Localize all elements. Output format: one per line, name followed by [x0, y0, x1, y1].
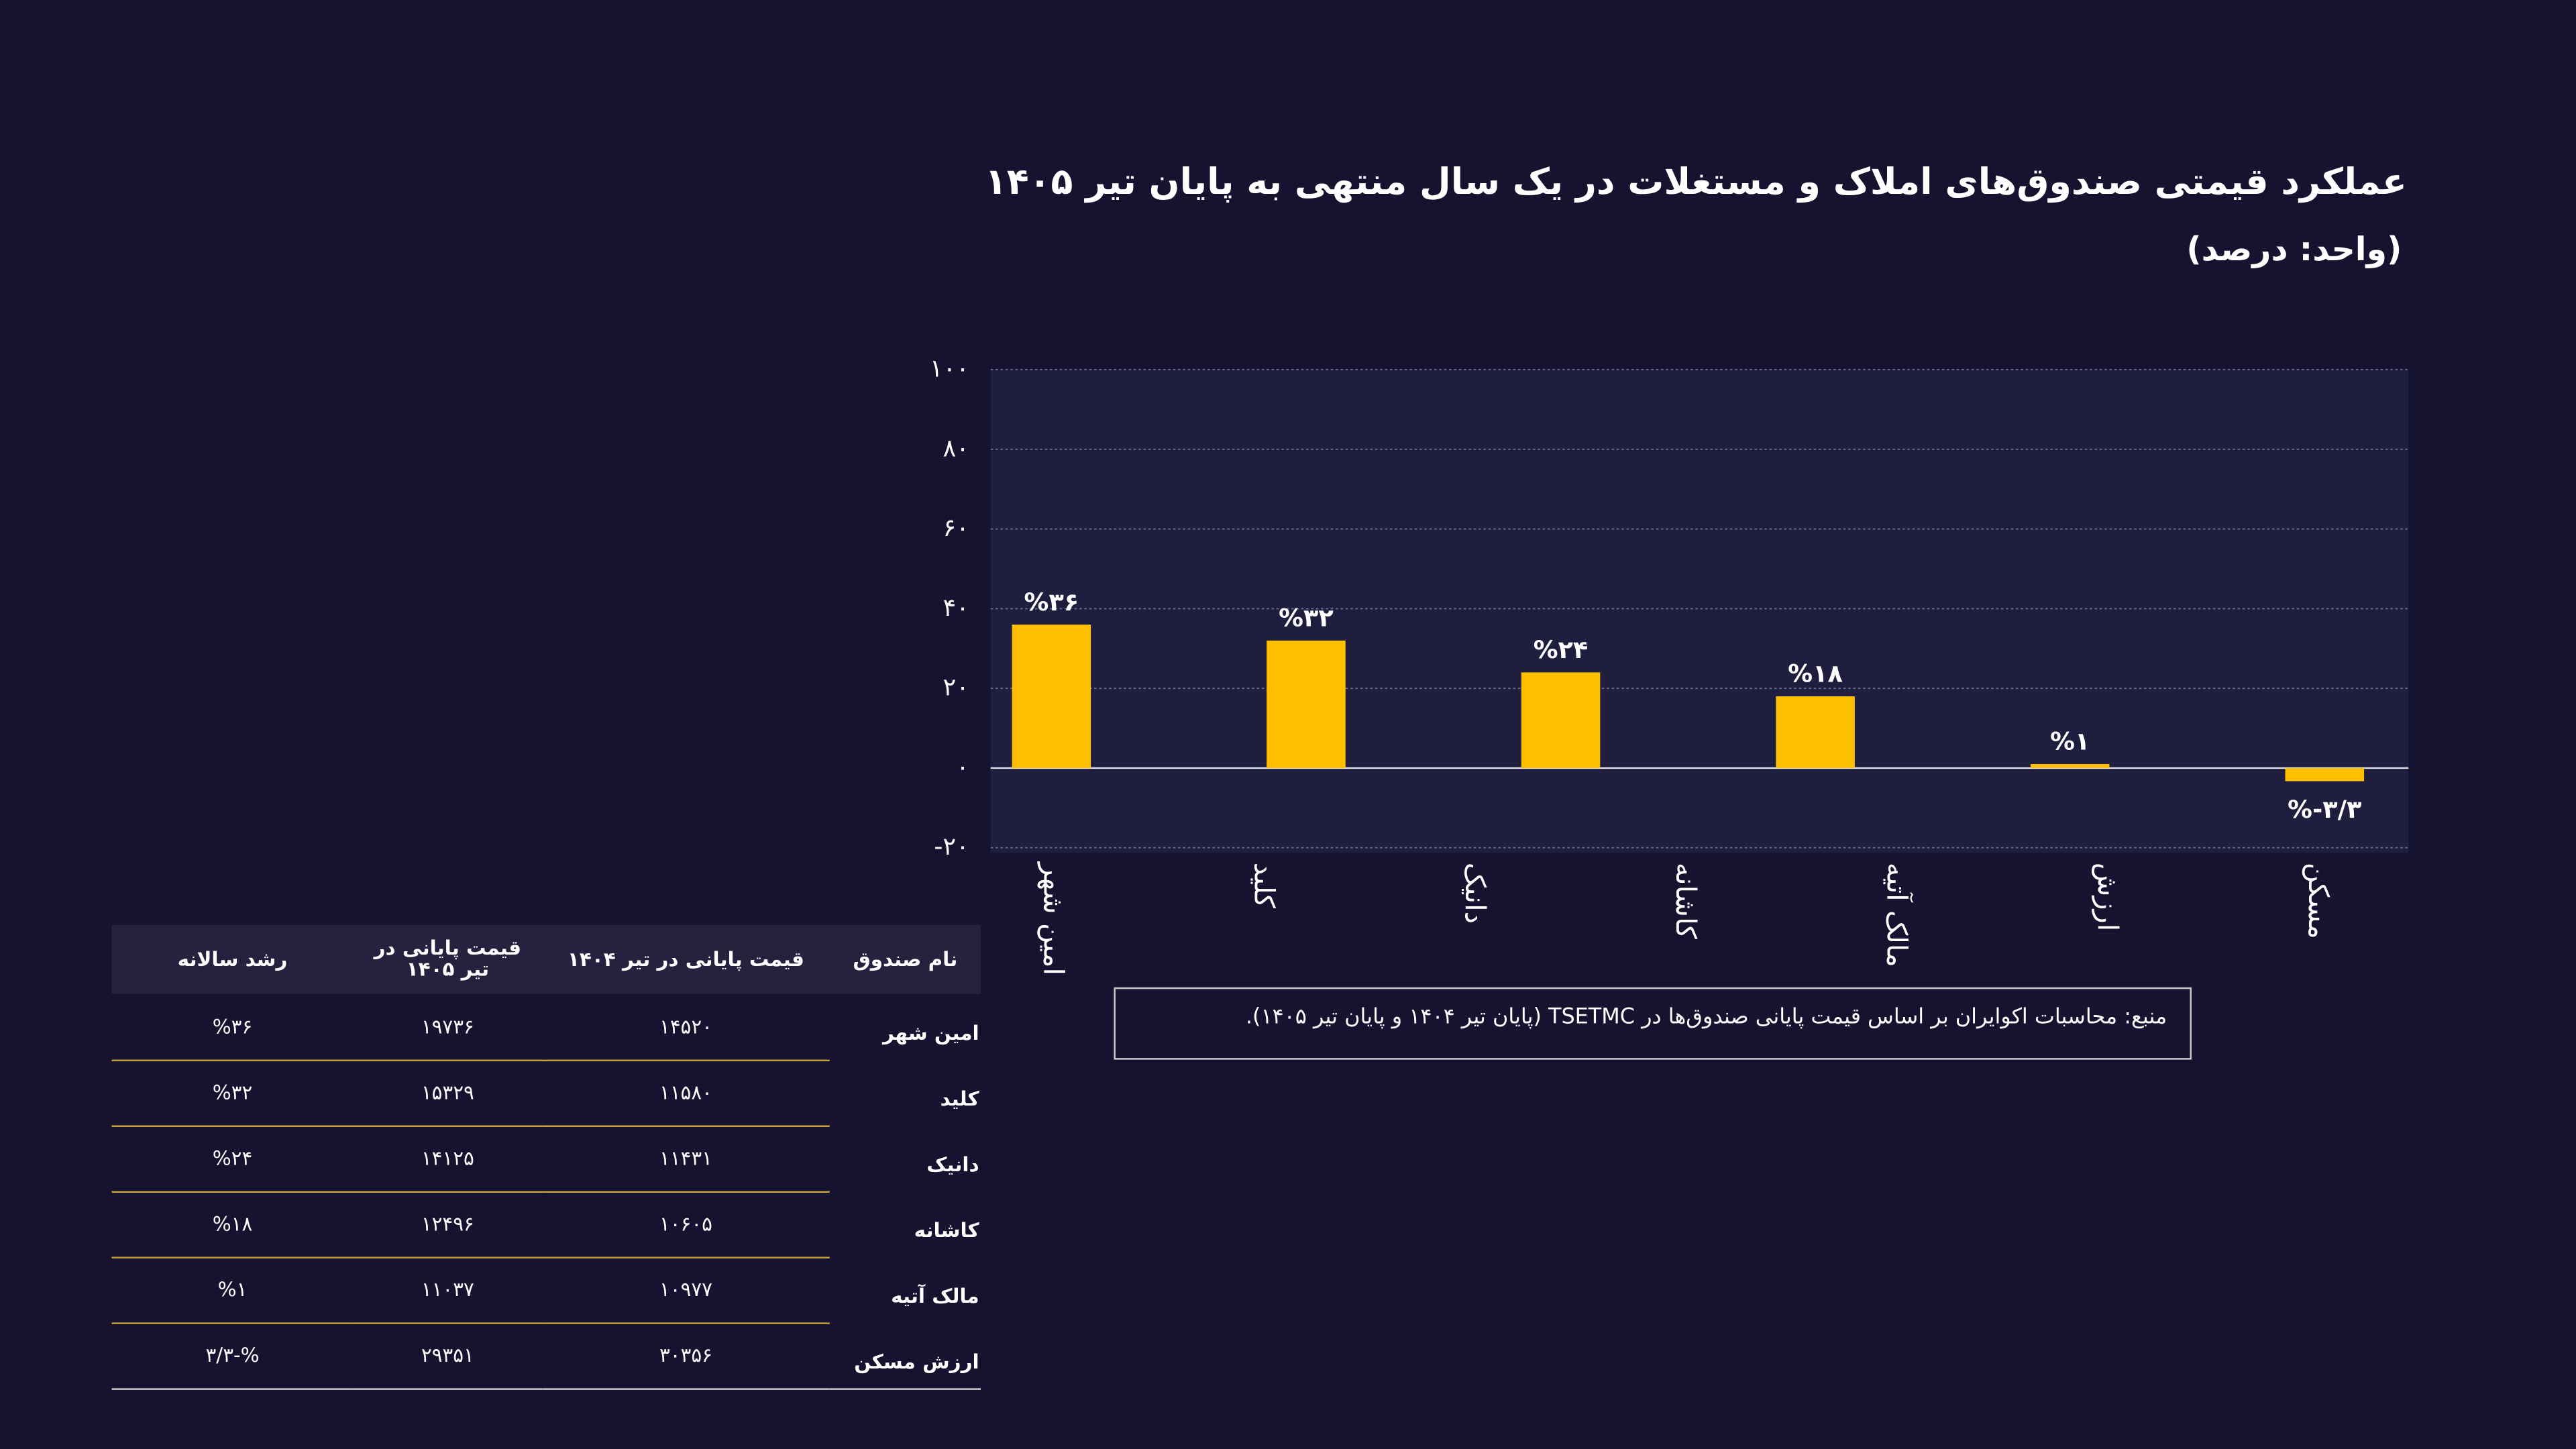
table-cell: ۱۲۴۹۶: [353, 1191, 543, 1258]
x-tick-label: امین شهر: [1037, 861, 1070, 975]
table-cell: ۱۱۵۸۰: [542, 1059, 830, 1126]
table-cell: ۳۰۳۵۶: [542, 1322, 830, 1390]
bar: [2285, 767, 2365, 782]
header-cell: قیمت پایانی در تیر ۱۴۰۴: [542, 924, 830, 994]
bar: [2030, 763, 2110, 768]
value-label: %۳۶: [1024, 588, 1079, 616]
fund-name: کلید: [940, 1087, 979, 1110]
fund-name: دانیک: [926, 1152, 979, 1176]
y-tick-label: ۲۰: [943, 673, 969, 702]
table-row: ارزش مسکن ۳۰۳۵۶ ۲۹۳۵۱ %-۳/۳: [111, 1322, 981, 1390]
chart-subtitle: (واحد: درصد): [2186, 230, 2402, 269]
value-label: %۳۲: [1279, 604, 1334, 633]
x-tick-label: ارزش: [2092, 863, 2125, 932]
table-cell: %۳۶: [111, 994, 354, 1061]
table-row: امین شهر ۱۴۵۲۰ ۱۹۷۳۶ %۳۶: [111, 994, 981, 1061]
table-cell: %۳۲: [111, 1059, 354, 1126]
fund-name: کاشانه: [914, 1218, 979, 1242]
y-tick-label: ۰: [956, 752, 969, 781]
table-cell: ۱۱۴۳۱: [542, 1125, 830, 1192]
table-row: کلید ۱۱۵۸۰ ۱۵۳۲۹ %۳۲: [111, 1059, 981, 1126]
source-note: منبع: محاسبات اکوایران بر اساس قیمت پایا…: [1114, 987, 2192, 1060]
table-cell: ۱۱۰۳۷: [353, 1256, 543, 1324]
bar: [1521, 672, 1601, 768]
table-row: کاشانه ۱۰۶۰۵ ۱۲۴۹۶ %۱۸: [111, 1191, 981, 1258]
x-tick-label: کلید: [1248, 863, 1281, 908]
table-cell: ۱۰۹۷۷: [542, 1256, 830, 1324]
table-cell: ۱۰۶۰۵: [542, 1191, 830, 1258]
table-cell: %۲۴: [111, 1125, 354, 1192]
value-label: %۱: [2050, 727, 2090, 756]
fund-name: ارزش مسکن: [829, 1322, 981, 1390]
data-table: نام صندوق قیمت پایانی در تیر ۱۴۰۴ قیمت پای…: [111, 924, 981, 1390]
header-cell: قیمت پایانی در تیر ۱۴۰۵: [353, 924, 543, 994]
fund-name: امین شهر: [883, 1021, 979, 1044]
table-cell: ۱۹۷۳۶: [353, 994, 543, 1061]
table-cell: %۱: [111, 1256, 354, 1324]
table-cell: ۱۴۵۲۰: [542, 994, 830, 1061]
table-cell: ۲۹۳۵۱: [353, 1322, 543, 1390]
header-cell: رشد سالانه: [111, 924, 354, 994]
plot-area: [990, 370, 2409, 853]
x-tick-label: دانیک: [1459, 863, 1492, 924]
table-cell: %۱۸: [111, 1191, 354, 1258]
fund-name: مالک آتیه: [891, 1283, 979, 1307]
x-tick-label: مسکن: [2302, 863, 2335, 939]
bar: [1012, 625, 1091, 768]
value-label: %۱۸: [1788, 659, 1843, 688]
table-row: دانیک ۱۱۴۳۱ ۱۴۱۲۵ %۲۴: [111, 1125, 981, 1192]
value-label: %-۳/۳: [2288, 795, 2361, 824]
y-tick-label: ۱۰۰: [930, 354, 969, 383]
y-tick-label: -۲۰: [934, 832, 969, 861]
table-cell: ۱۴۱۲۵: [353, 1125, 543, 1192]
y-tick-label: ۶۰: [943, 513, 969, 542]
table-cell: %-۳/۳: [111, 1322, 354, 1390]
header-cell: نام صندوق: [829, 924, 981, 994]
bar: [1776, 696, 1855, 768]
y-tick-label: ۴۰: [943, 593, 969, 622]
table-row: مالک آتیه ۱۰۹۷۷ ۱۱۰۳۷ %۱: [111, 1256, 981, 1324]
table-header: نام صندوق قیمت پایانی در تیر ۱۴۰۴ قیمت پای…: [111, 924, 981, 994]
table-cell: ۱۵۳۲۹: [353, 1059, 543, 1126]
bar: [1267, 640, 1346, 768]
x-tick-label: کاشانه: [1670, 863, 1703, 939]
x-tick-label: مالک آتیه: [1880, 863, 1913, 967]
y-tick-label: ۸۰: [943, 433, 969, 462]
value-label: %۲۴: [1534, 635, 1589, 664]
chart-title: عملکرد قیمتی صندوق‌های املاک و مستغلات د…: [985, 160, 2407, 203]
